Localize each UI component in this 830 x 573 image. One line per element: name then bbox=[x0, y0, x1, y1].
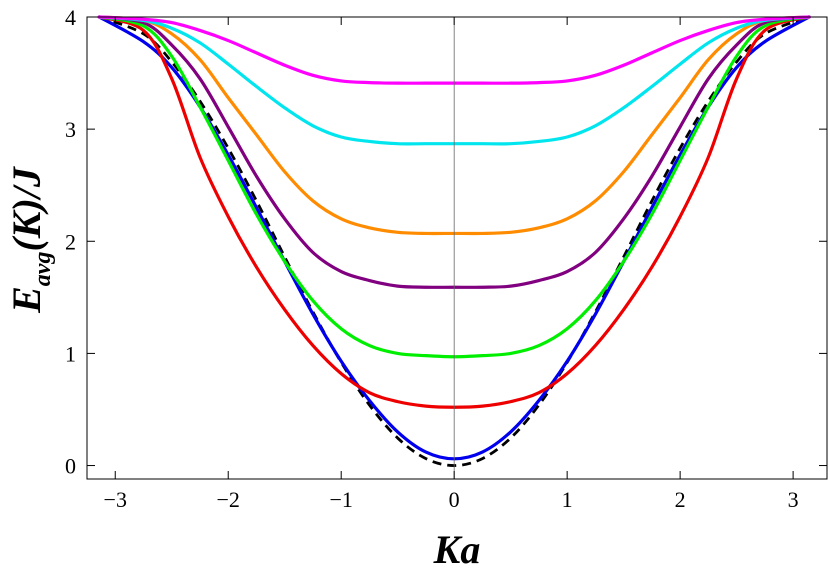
x-axis-title: Ka bbox=[433, 527, 481, 572]
y-axis-title-sub: avg bbox=[30, 252, 56, 287]
y-axis-title-main: E bbox=[4, 286, 49, 314]
x-tick-label: −1 bbox=[329, 487, 352, 512]
y-tick-label: 1 bbox=[65, 341, 76, 366]
y-tick-label: 4 bbox=[65, 5, 76, 30]
x-tick-label: −2 bbox=[217, 487, 240, 512]
y-tick-label: 3 bbox=[65, 117, 76, 142]
x-tick-label: −3 bbox=[104, 487, 127, 512]
plot-frame bbox=[86, 16, 828, 480]
y-axis-title-rest: (K)/J bbox=[4, 165, 49, 251]
y-axis-title: Eavg(K)/J bbox=[4, 165, 56, 314]
tick-labels: −3 −2 −1 0 1 2 3 0 1 2 3 4 bbox=[65, 5, 799, 512]
x-tick-label: 1 bbox=[562, 487, 573, 512]
y-tick-label: 2 bbox=[65, 229, 76, 254]
axes bbox=[86, 16, 828, 480]
y-tick-label: 0 bbox=[65, 454, 76, 479]
x-tick-label: 2 bbox=[675, 487, 686, 512]
x-tick-label: 3 bbox=[788, 487, 799, 512]
x-tick-label: 0 bbox=[449, 487, 460, 512]
